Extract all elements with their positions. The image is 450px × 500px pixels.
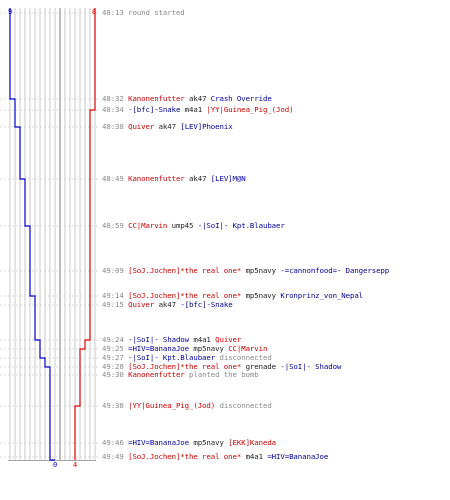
player-name: Quiver [128,122,155,131]
red-team-alive-line [74,8,96,460]
event-action: disconnected [219,353,272,362]
player-name: [EKK]Kaneda [228,438,277,447]
event-row: 49:28 [SoJ.Jochen]*the real one* grenade… [102,363,341,371]
event-time: 49:25 [102,344,124,353]
player-name: CC|Marvin [228,344,268,353]
player-name: [LEV]Phoenix [180,122,233,131]
event-time: 49:28 [102,362,124,371]
weapon-label: ak47 [158,122,177,131]
event-action: round started [128,8,185,17]
event-time: 49:49 [102,452,124,461]
player-name: -|SoI|- Kpt.Blaubaer [128,353,216,362]
player-name: Kanonenfutter [128,174,185,183]
event-time: 49:15 [102,300,124,309]
event-row: 49:46 =HIV=BananaJoe mp5navy [EKK]Kaneda [102,439,276,447]
event-row: 49:38 |YY|Guinea_Pig_(Jod) disconnected [102,402,272,410]
event-row: 49:15 Quiver ak47 -[bfc]-Snake [102,301,233,309]
event-row: 49:27 -|SoI|- Kpt.Blaubaer disconnected [102,354,272,362]
event-row: 48:59 CC|Marvin ump45 -|SoI|- Kpt.Blauba… [102,222,285,230]
red-team-end-count: 4 [73,461,77,469]
event-time: 49:27 [102,353,124,362]
event-row: 48:38 Quiver ak47 [LEV]Phoenix [102,123,233,131]
player-name: -|SoI|- Shadow [280,362,342,371]
event-row: 49:30 Kanonenfutter planted the bomb [102,371,259,379]
event-row: 48:49 Kanonenfutter ak47 [LEV]M@N [102,175,246,183]
event-time: 48:32 [102,94,124,103]
player-name: Quiver [215,335,242,344]
player-name: -=cannonfood=- Dangersepp [280,266,390,275]
event-time: 48:13 [102,8,124,17]
event-action: planted the bomb [189,370,259,379]
event-time: 49:09 [102,266,124,275]
player-name: [SoJ.Jochen]*the real one* [128,362,242,371]
player-name: Crash Override [210,94,272,103]
player-name: Kanonenfutter [128,94,185,103]
event-row: 49:24 -|SoI|- Shadow m4a1 Quiver [102,336,241,344]
player-name: -[bfc]-Snake [128,105,181,114]
player-name: [SoJ.Jochen]*the real one* [128,452,242,461]
event-row: 49:14 [SoJ.Jochen]*the real one* mp5navy… [102,292,363,300]
event-time: 48:49 [102,174,124,183]
event-row: 49:25 =HIV=BananaJoe mp5navy CC|Marvin [102,345,267,353]
weapon-label: ak47 [189,94,207,103]
player-name: Kronprinz_von_Nepal [280,291,364,300]
player-name: -[bfc]-Snake [180,300,233,309]
event-row: 48:34 -[bfc]-Snake m4a1 |YY|Guinea_Pig_(… [102,105,294,114]
event-time: 48:38 [102,122,124,131]
weapon-label: m4a1 [245,452,264,461]
event-row: 49:09 [SoJ.Jochen]*the real one* mp5navy… [102,267,389,275]
player-name: -|SoI|- Kpt.Blaubaer [197,221,285,230]
player-name: [SoJ.Jochen]*the real one* [128,266,242,275]
player-name: -|SoI|- Shadow [128,335,190,344]
weapon-label: mp5navy [245,291,277,300]
weapon-label: m4a1 [184,105,203,114]
player-name: =HIV=BananaJoe [128,344,190,353]
event-time: 49:24 [102,335,124,344]
event-row: 48:13 round started [102,9,185,17]
event-action: disconnected [219,401,272,410]
weapon-label: ump45 [171,221,194,230]
player-name: Kanonenfutter [128,370,185,379]
weapon-label: ak47 [189,174,207,183]
weapon-label: grenade [245,362,277,371]
event-time: 49:30 [102,370,124,379]
red-team-start-count: 8 [92,8,96,16]
player-name: |YY|Guinea_Pig_(Jod) [128,401,216,410]
event-time: 49:46 [102,438,124,447]
timeline-grid [8,8,96,461]
player-name: [SoJ.Jochen]*the real one* [128,291,242,300]
event-row: 49:49 [SoJ.Jochen]*the real one* m4a1 =H… [102,453,328,461]
player-name: Quiver [128,300,155,309]
event-time: 49:38 [102,401,124,410]
player-name: CC|Marvin [128,221,168,230]
event-time: 48:34 [102,105,124,114]
event-time: 49:14 [102,291,124,300]
weapon-label: mp5navy [193,438,224,447]
event-time: 48:59 [102,221,124,230]
player-name: =HIV=BananaJoe [128,438,190,447]
player-name: =HIV=BananaJoe [267,452,329,461]
blue-team-alive-line [9,8,55,461]
event-row: 48:32 Kanonenfutter ak47 Crash Override [102,95,272,103]
weapon-label: m4a1 [193,335,211,344]
player-name: |YY|Guinea_Pig_(Jod) [206,105,294,114]
weapon-label: ak47 [158,300,177,309]
weapon-label: mp5navy [245,266,277,275]
weapon-label: mp5navy [193,344,224,353]
blue-team-end-count: 0 [53,461,57,469]
blue-team-start-count: 9 [8,8,12,16]
player-name: [LEV]M@N [210,174,246,183]
